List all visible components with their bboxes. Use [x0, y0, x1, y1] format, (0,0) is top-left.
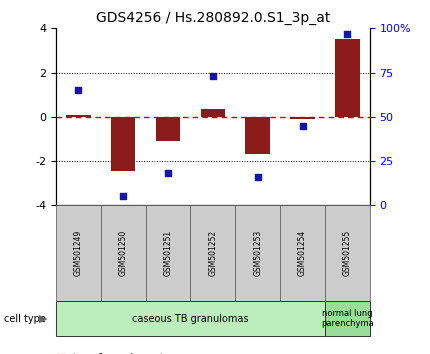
- Title: GDS4256 / Hs.280892.0.S1_3p_at: GDS4256 / Hs.280892.0.S1_3p_at: [95, 11, 330, 24]
- Text: GSM501254: GSM501254: [298, 230, 307, 276]
- Bar: [246, 117, 270, 154]
- Point: [254, 174, 261, 180]
- Text: transformed count: transformed count: [73, 353, 164, 354]
- Point: [209, 73, 216, 79]
- Text: GSM501255: GSM501255: [343, 230, 352, 276]
- Text: GSM501251: GSM501251: [163, 230, 172, 276]
- Text: ■: ■: [56, 353, 66, 354]
- Point: [75, 87, 82, 93]
- Point: [299, 123, 306, 129]
- Text: GSM501252: GSM501252: [209, 230, 217, 276]
- Text: cell type: cell type: [4, 314, 46, 324]
- Point: [120, 194, 126, 199]
- Text: caseous TB granulomas: caseous TB granulomas: [132, 314, 249, 324]
- Bar: [111, 117, 135, 171]
- Point: [165, 171, 172, 176]
- Text: GSM501249: GSM501249: [74, 230, 83, 276]
- Bar: [66, 115, 91, 117]
- Bar: [156, 117, 180, 141]
- Text: ▶: ▶: [39, 314, 47, 324]
- Text: GSM501250: GSM501250: [119, 230, 128, 276]
- Bar: [335, 39, 360, 117]
- Text: normal lung
parenchyma: normal lung parenchyma: [321, 309, 374, 328]
- Bar: [290, 117, 315, 119]
- Text: GSM501253: GSM501253: [253, 230, 262, 276]
- Point: [344, 31, 351, 36]
- Bar: [200, 109, 225, 117]
